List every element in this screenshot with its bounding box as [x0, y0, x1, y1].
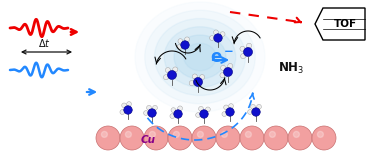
Circle shape	[240, 126, 264, 150]
Ellipse shape	[155, 19, 245, 96]
Text: $\mathbf{e^-}$: $\mathbf{e^-}$	[210, 49, 234, 67]
Ellipse shape	[184, 43, 216, 71]
Circle shape	[228, 64, 233, 68]
Ellipse shape	[174, 35, 226, 79]
Text: TOF: TOF	[333, 19, 356, 29]
Circle shape	[229, 104, 234, 108]
Circle shape	[221, 65, 226, 70]
Circle shape	[192, 126, 216, 150]
Circle shape	[243, 48, 253, 56]
Circle shape	[194, 77, 203, 87]
Circle shape	[264, 126, 288, 150]
Text: Cu: Cu	[141, 135, 155, 145]
Circle shape	[149, 131, 155, 137]
Circle shape	[163, 75, 169, 80]
Circle shape	[124, 106, 132, 114]
Circle shape	[206, 107, 210, 112]
Circle shape	[270, 131, 276, 137]
Circle shape	[122, 103, 127, 108]
Circle shape	[288, 126, 312, 150]
Circle shape	[198, 106, 203, 111]
Circle shape	[177, 45, 182, 49]
Circle shape	[312, 126, 336, 150]
Circle shape	[96, 126, 120, 150]
Circle shape	[101, 131, 107, 137]
Circle shape	[168, 126, 192, 150]
Circle shape	[240, 46, 245, 51]
Circle shape	[214, 34, 222, 42]
Circle shape	[127, 102, 132, 106]
Circle shape	[293, 131, 299, 137]
Circle shape	[226, 108, 234, 116]
Circle shape	[174, 110, 182, 118]
Circle shape	[251, 104, 256, 109]
Circle shape	[171, 108, 176, 112]
Circle shape	[181, 41, 189, 49]
Circle shape	[318, 131, 324, 137]
Circle shape	[200, 110, 208, 118]
Circle shape	[245, 131, 251, 137]
Circle shape	[216, 126, 240, 150]
Circle shape	[147, 105, 151, 110]
Circle shape	[220, 32, 225, 36]
Circle shape	[153, 105, 157, 110]
Circle shape	[167, 71, 177, 80]
Circle shape	[252, 108, 260, 116]
Ellipse shape	[164, 27, 236, 87]
Circle shape	[209, 36, 214, 40]
Ellipse shape	[145, 10, 255, 104]
Circle shape	[192, 74, 197, 79]
Circle shape	[125, 131, 132, 137]
Text: NH$_3$: NH$_3$	[278, 60, 304, 76]
Circle shape	[120, 110, 125, 114]
Circle shape	[257, 104, 262, 109]
Circle shape	[144, 111, 148, 115]
Circle shape	[220, 73, 225, 78]
Circle shape	[189, 81, 194, 86]
Circle shape	[174, 131, 180, 137]
Circle shape	[120, 126, 144, 150]
Circle shape	[246, 43, 252, 48]
Circle shape	[148, 109, 156, 117]
Circle shape	[178, 106, 183, 111]
Circle shape	[240, 54, 246, 59]
Circle shape	[196, 113, 200, 117]
Circle shape	[178, 39, 183, 44]
Circle shape	[173, 67, 178, 72]
Circle shape	[222, 112, 227, 116]
Circle shape	[197, 131, 203, 137]
Circle shape	[185, 37, 189, 42]
Circle shape	[224, 105, 228, 110]
Circle shape	[223, 68, 232, 76]
Circle shape	[170, 114, 175, 118]
Text: $\Delta t$: $\Delta t$	[37, 37, 50, 49]
Circle shape	[214, 30, 218, 35]
Circle shape	[144, 126, 168, 150]
Circle shape	[165, 68, 170, 73]
Circle shape	[200, 75, 204, 80]
Circle shape	[222, 131, 228, 137]
Circle shape	[248, 110, 253, 114]
